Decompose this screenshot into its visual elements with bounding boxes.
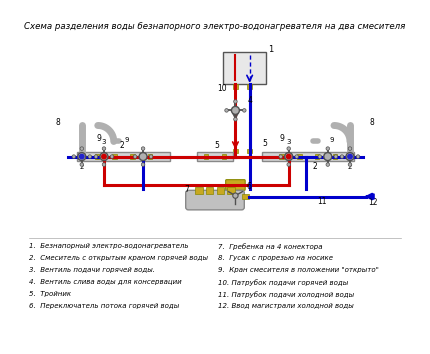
Circle shape	[80, 154, 84, 159]
Text: 7.  Гребенка на 4 конектора: 7. Гребенка на 4 конектора	[218, 243, 322, 250]
Text: 10: 10	[218, 84, 227, 93]
Circle shape	[285, 153, 293, 161]
Text: 5.  Тройник: 5. Тройник	[28, 291, 71, 297]
Text: 11: 11	[317, 196, 327, 206]
Text: 9: 9	[97, 133, 102, 143]
Circle shape	[348, 154, 352, 159]
Circle shape	[72, 155, 76, 158]
Bar	[233, 84, 238, 88]
FancyBboxPatch shape	[197, 152, 233, 161]
Text: 5: 5	[262, 139, 267, 148]
Bar	[247, 84, 252, 88]
Circle shape	[133, 155, 137, 158]
Bar	[280, 154, 284, 159]
Bar	[206, 187, 213, 194]
Circle shape	[141, 163, 145, 166]
Circle shape	[318, 155, 322, 158]
Text: 9: 9	[329, 137, 334, 143]
Circle shape	[94, 155, 98, 158]
Circle shape	[324, 153, 332, 161]
Circle shape	[102, 163, 106, 166]
Text: 9: 9	[125, 137, 129, 143]
Circle shape	[233, 100, 237, 103]
Bar	[242, 194, 249, 199]
Circle shape	[334, 155, 338, 158]
Bar	[247, 149, 252, 154]
Bar	[227, 187, 234, 194]
Text: 2: 2	[80, 164, 84, 170]
Text: 12: 12	[369, 199, 378, 207]
FancyBboxPatch shape	[226, 180, 245, 190]
Circle shape	[80, 163, 83, 166]
Text: 4: 4	[248, 96, 253, 105]
Bar	[95, 154, 99, 159]
Text: 12. Ввод магистрали холодной воды: 12. Ввод магистрали холодной воды	[218, 303, 353, 309]
Text: 8.  Гусак с прорезью на носике: 8. Гусак с прорезью на носике	[218, 255, 333, 261]
Bar	[148, 154, 152, 159]
Circle shape	[100, 153, 108, 161]
Circle shape	[340, 155, 344, 158]
Text: 3.  Вентиль подачи горячей воды.: 3. Вентиль подачи горячей воды.	[28, 267, 154, 273]
Circle shape	[80, 147, 83, 150]
Bar	[112, 154, 117, 159]
Bar	[221, 154, 226, 159]
Bar	[217, 187, 224, 194]
Text: 1.  Безнапорный электро-водонагреватель: 1. Безнапорный электро-водонагреватель	[28, 243, 188, 249]
Text: 9: 9	[280, 133, 285, 143]
Circle shape	[243, 109, 246, 112]
Text: 6.  Переключатель потока горячей воды: 6. Переключатель потока горячей воды	[28, 303, 179, 309]
Circle shape	[356, 155, 360, 158]
Circle shape	[287, 163, 291, 166]
Circle shape	[141, 147, 145, 150]
Circle shape	[149, 155, 153, 158]
Circle shape	[225, 109, 228, 112]
Circle shape	[287, 147, 291, 150]
Text: 2: 2	[119, 141, 124, 150]
Text: 4.  Вентиль слива воды для консервации: 4. Вентиль слива воды для консервации	[28, 279, 181, 285]
Bar	[204, 154, 209, 159]
Circle shape	[326, 163, 329, 166]
Text: 3: 3	[102, 139, 106, 145]
Circle shape	[326, 147, 329, 150]
Text: 8: 8	[369, 119, 374, 127]
FancyBboxPatch shape	[223, 52, 266, 84]
Text: 7: 7	[184, 185, 189, 194]
FancyBboxPatch shape	[77, 152, 170, 161]
Bar	[315, 154, 319, 159]
Circle shape	[110, 155, 114, 158]
Text: 11. Патрубок подачи холодной воды: 11. Патрубок подачи холодной воды	[218, 291, 354, 297]
FancyBboxPatch shape	[186, 190, 244, 210]
Circle shape	[102, 147, 106, 150]
Circle shape	[348, 147, 352, 150]
Bar	[196, 187, 203, 194]
Text: 9.  Кран смесителя в положении "открыто": 9. Кран смесителя в положении "открыто"	[218, 267, 378, 273]
Circle shape	[348, 163, 352, 166]
Text: 5: 5	[214, 141, 219, 150]
Text: 2: 2	[313, 162, 317, 171]
Circle shape	[346, 153, 354, 161]
Text: 10. Патрубок подачи горячей воды: 10. Патрубок подачи горячей воды	[218, 279, 348, 286]
Bar	[130, 154, 135, 159]
Text: 1: 1	[268, 45, 273, 54]
Bar	[297, 154, 301, 159]
Circle shape	[78, 153, 86, 161]
Circle shape	[139, 153, 147, 161]
Text: 2: 2	[348, 164, 352, 170]
Circle shape	[231, 107, 240, 114]
Bar	[233, 149, 238, 154]
Circle shape	[233, 193, 238, 198]
Text: 6: 6	[246, 182, 251, 192]
Text: 8: 8	[55, 119, 60, 127]
FancyBboxPatch shape	[262, 152, 354, 161]
Text: 3: 3	[286, 139, 291, 145]
Text: Схема разделения воды безнапорного электро-водонагревателя на два смесителя: Схема разделения воды безнапорного элект…	[25, 22, 405, 30]
Circle shape	[279, 155, 283, 158]
Circle shape	[233, 118, 237, 121]
Circle shape	[88, 155, 92, 158]
Circle shape	[102, 154, 106, 159]
Text: 2.  Смеситель с открытым краном горячей воды: 2. Смеситель с открытым краном горячей в…	[28, 255, 208, 261]
Bar	[333, 154, 337, 159]
Circle shape	[295, 155, 298, 158]
Circle shape	[286, 154, 291, 159]
